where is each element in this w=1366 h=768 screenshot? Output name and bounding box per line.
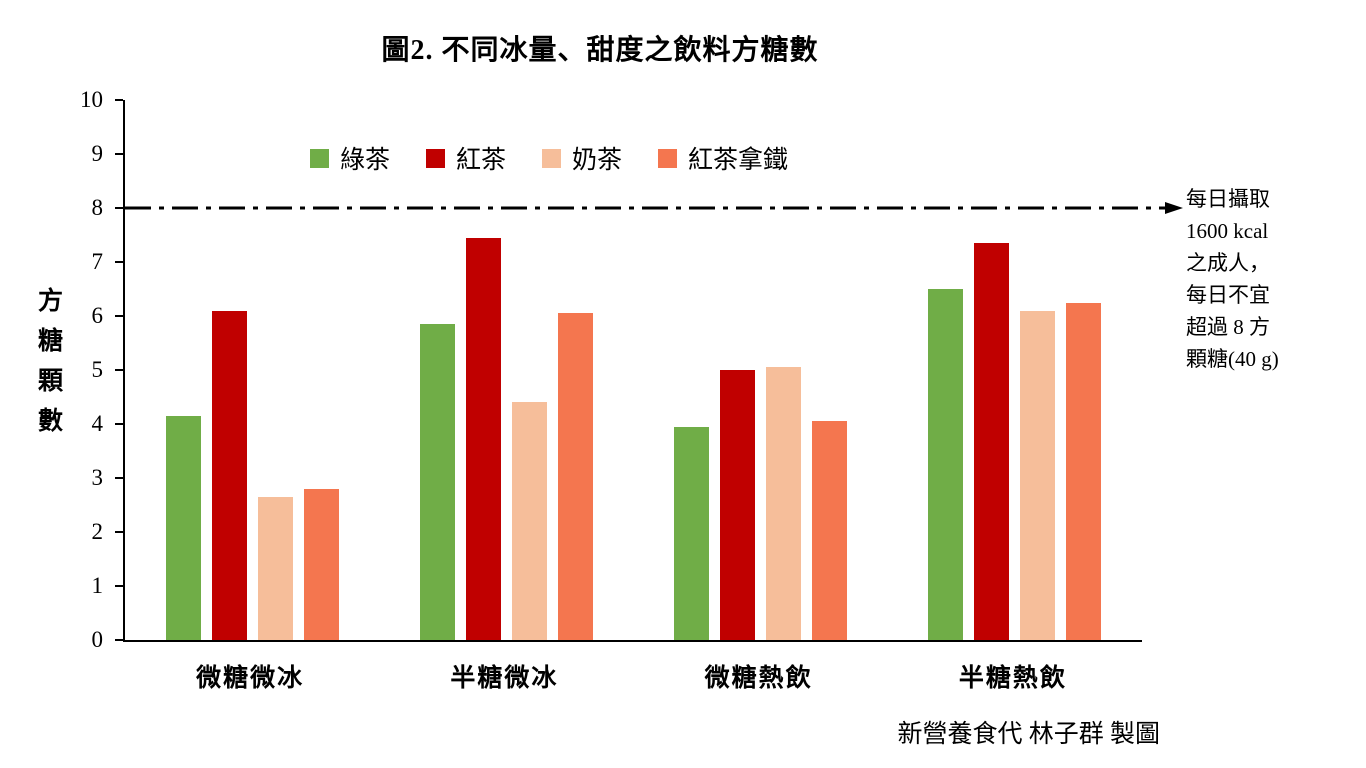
legend: 綠茶 紅茶 奶茶 紅茶拿鐵: [310, 140, 788, 176]
bar: [766, 367, 802, 640]
y-tick-label: 2: [91, 519, 104, 544]
plot-area: 綠茶 紅茶 奶茶 紅茶拿鐵: [123, 100, 1183, 642]
bar: [812, 421, 848, 640]
legend-item: 綠茶: [310, 140, 390, 176]
bar: [257, 496, 293, 640]
bar: [303, 488, 339, 640]
legend-label: 奶茶: [572, 147, 623, 174]
legend-label: 紅茶拿鐵: [688, 147, 789, 174]
bar: [419, 324, 455, 640]
bar: [1066, 302, 1102, 640]
y-tick-label: 1: [91, 573, 104, 598]
y-tick-mark: [115, 315, 123, 317]
bar: [1020, 310, 1056, 640]
credit-text: 新營養食代 林子群 製圖: [897, 721, 1160, 748]
y-tick-label: 6: [91, 303, 104, 328]
reference-annotation: 每日攝取 1600 kcal 之成人， 每日不宜 超過 8 方 顆糖(40 g): [1186, 187, 1279, 371]
y-tick-label: 7: [91, 249, 104, 274]
bar-group: [888, 100, 1142, 640]
y-tick-mark: [115, 99, 123, 101]
bar-group: [125, 100, 379, 640]
bar: [557, 313, 593, 640]
x-category-label: 微糖熱飲: [704, 665, 813, 692]
legend-item: 奶茶: [542, 140, 622, 176]
bar: [974, 243, 1010, 640]
bar: [674, 426, 710, 640]
y-tick-label: 3: [91, 465, 104, 490]
bar-group: [379, 100, 633, 640]
reference-arrow-icon: [1165, 202, 1183, 214]
y-tick-label: 0: [91, 627, 104, 652]
y-tick-mark: [115, 477, 123, 479]
y-axis-ticks: 10 9 8 7 6 5 4 3 2 1 0: [0, 87, 123, 652]
legend-item: 紅茶: [426, 140, 506, 176]
y-tick-mark: [115, 531, 123, 533]
legend-label: 綠茶: [340, 147, 391, 174]
y-tick-mark: [115, 423, 123, 425]
bar: [928, 289, 964, 640]
bar-groups: [125, 100, 1142, 640]
legend-swatch-icon: [542, 148, 562, 168]
legend-item: 紅茶拿鐵: [658, 140, 788, 176]
legend-swatch-icon: [658, 148, 678, 168]
y-tick-mark: [115, 639, 123, 641]
y-tick-label: 5: [91, 357, 104, 382]
y-tick-mark: [115, 207, 123, 209]
y-tick-label: 10: [80, 87, 103, 112]
legend-swatch-icon: [310, 148, 329, 168]
y-tick-label: 4: [91, 411, 104, 436]
x-category-label: 微糖微冰: [196, 665, 305, 692]
legend-swatch-icon: [426, 148, 446, 168]
bar: [465, 237, 501, 640]
y-tick-label: 9: [91, 141, 104, 166]
x-axis-labels: 微糖微冰 半糖微冰 微糖熱飲 半糖熱飲: [123, 658, 1140, 694]
x-category-label: 半糖微冰: [450, 665, 559, 692]
y-tick-mark: [115, 585, 123, 587]
chart-title: 圖2. 不同冰量、甜度之飲料方糖數: [381, 35, 819, 66]
bar-group: [634, 100, 888, 640]
y-tick-label: 8: [91, 195, 104, 220]
y-tick-mark: [115, 261, 123, 263]
y-tick-mark: [115, 153, 123, 155]
x-category-label: 半糖熱飲: [958, 665, 1067, 692]
bar: [165, 415, 201, 640]
y-tick-mark: [115, 369, 123, 371]
legend-label: 紅茶: [456, 147, 507, 174]
bar: [720, 370, 756, 640]
bar: [511, 402, 547, 640]
y-axis-title: 方 糖 顆 數: [38, 288, 64, 435]
bar: [211, 310, 247, 640]
